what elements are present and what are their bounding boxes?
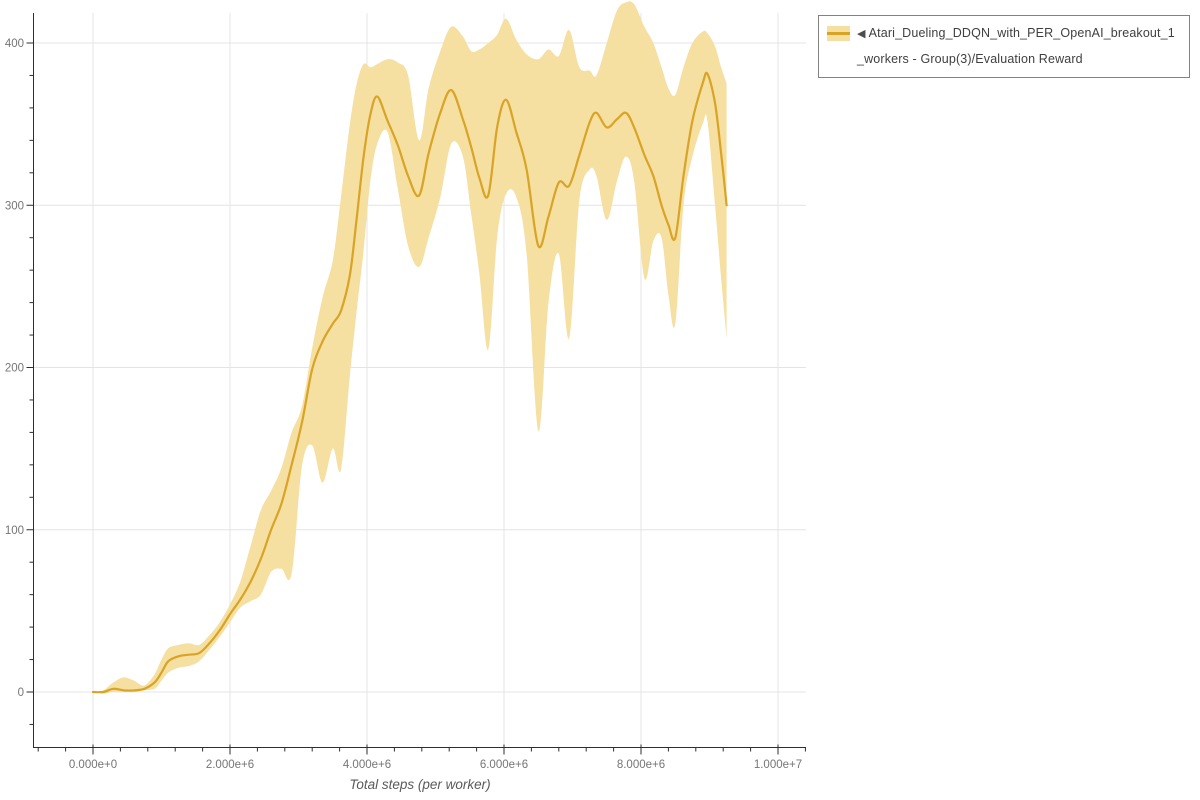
y-tick-label: 200 (5, 363, 24, 375)
x-tick-label: 2.000e+6 (206, 759, 254, 771)
x-axis-title: Total steps (per worker) (349, 777, 490, 792)
y-tick-label: 100 (5, 525, 24, 537)
x-tick-label: 1.000e+7 (754, 759, 802, 771)
minmax-band (93, 1, 727, 694)
legend-collapse-icon[interactable]: ◀ (857, 28, 866, 40)
y-tick-label: 400 (5, 38, 24, 50)
y-tick-label: 0 (18, 687, 24, 699)
axes (26, 13, 806, 755)
mean-line (91, 71, 728, 694)
x-tick-label: 4.000e+6 (343, 759, 391, 771)
x-tick-label: 6.000e+6 (480, 759, 528, 771)
legend-swatch-line (827, 32, 850, 35)
axis-labels: 0.000e+0 2.000e+6 4.000e+6 6.000e+6 8.000e+6… (5, 38, 802, 771)
legend[interactable]: ◀ Atari_Dueling_DDQN_with_PER_OpenAI_brea… (818, 15, 1190, 78)
legend-entry[interactable]: ◀ Atari_Dueling_DDQN_with_PER_OpenAI_brea… (857, 21, 1179, 72)
legend-label: Atari_Dueling_DDQN_with_PER_OpenAI_break… (857, 26, 1175, 66)
y-tick-label: 300 (5, 200, 24, 212)
series-layer (91, 1, 728, 694)
x-tick-label: 0.000e+0 (69, 759, 117, 771)
legend-swatch (827, 26, 850, 41)
x-tick-label: 8.000e+6 (617, 759, 665, 771)
